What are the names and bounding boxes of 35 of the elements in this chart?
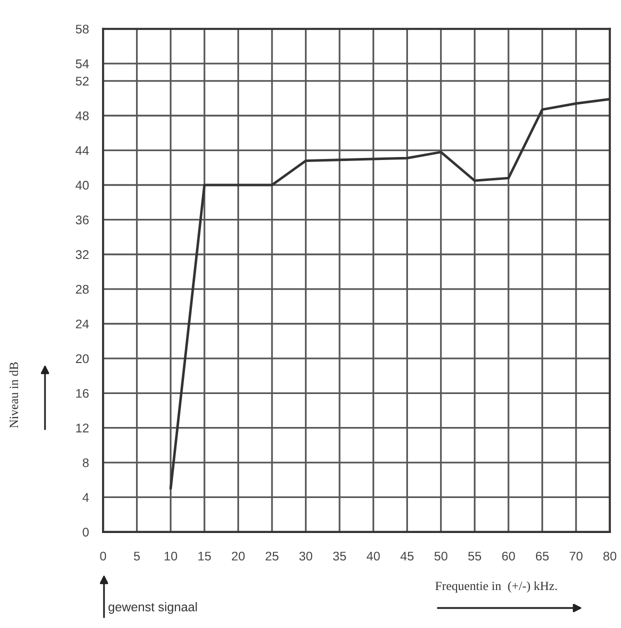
x-tick-label: 80: [603, 552, 616, 561]
y-tick-label: 36: [76, 215, 89, 224]
x-tick-label: 35: [333, 552, 346, 561]
x-tick-label: 60: [502, 552, 515, 561]
x-tick-label: 20: [232, 552, 245, 561]
y-tick-label: 12: [76, 424, 89, 432]
y-tick-label: 24: [76, 320, 89, 328]
y-tick-label: 8: [82, 458, 89, 468]
x-tick-label: 45: [400, 552, 414, 561]
x-tick-label: 15: [198, 552, 211, 561]
y-tick-label: 58: [76, 24, 89, 34]
y-tick-label: 4: [82, 493, 89, 502]
y-tick-label: 48: [76, 111, 89, 120]
y-tick-label: 52: [76, 76, 89, 86]
x-tick-label: 55: [468, 552, 482, 561]
x-axis-title: Frequentie in (+/-) kHz.: [435, 581, 557, 593]
y-tick-label: 28: [76, 284, 89, 294]
y-tick-label: 32: [76, 250, 89, 260]
x-tick-label: 50: [434, 552, 448, 561]
y-tick-label: 44: [76, 146, 89, 155]
y-tick-label: 16: [76, 388, 89, 398]
x-tick-label: 25: [266, 552, 278, 561]
x-tick-label: 0: [100, 552, 106, 561]
y-axis-title: Niveau in dB: [9, 362, 18, 428]
x-tick-label: 30: [299, 552, 312, 561]
y-tick-label: 54: [76, 60, 89, 68]
x-tick-label: 65: [536, 552, 549, 561]
y-tick-label: 40: [76, 180, 89, 190]
x-tick-label: 40: [366, 552, 380, 561]
y-tick-label: 0: [82, 528, 89, 537]
x-tick-label: 10: [164, 552, 178, 561]
text: gewenst signaal: [108, 602, 197, 614]
x-tick-label: 70: [570, 552, 583, 561]
y-tick-label: 20: [76, 354, 89, 364]
x-tick-label: 5: [134, 552, 140, 561]
